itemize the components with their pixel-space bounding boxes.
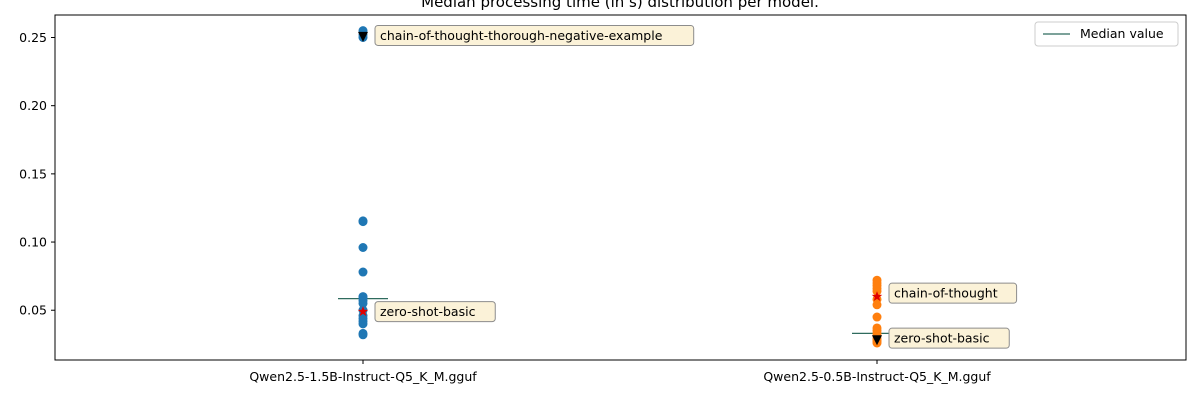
y-tick-label: 0.10 [19, 235, 47, 250]
annotation-label: chain-of-thought-thorough-negative-examp… [380, 28, 663, 43]
annotation-label: zero-shot-basic [380, 304, 476, 319]
annotation-label: chain-of-thought [894, 286, 998, 301]
annotation: chain-of-thought [888, 282, 1018, 304]
special-markers [357, 31, 883, 346]
x-tick-label: Qwen2.5-1.5B-Instruct-Q5_K_M.gguf [249, 369, 477, 384]
data-point [358, 319, 368, 329]
data-point [358, 243, 368, 252]
annotation-box [374, 24, 695, 46]
data-point [872, 300, 882, 310]
annotation: zero-shot-basic [374, 301, 496, 323]
y-tick-label: 0.15 [19, 166, 47, 181]
x-axis: Qwen2.5-1.5B-Instruct-Q5_K_M.gguf Qwen2.5… [249, 360, 991, 384]
legend-box [1034, 21, 1179, 47]
y-axis: 0.05 0.10 0.15 0.20 0.25 [19, 30, 55, 318]
data-point [358, 298, 368, 308]
data-point [358, 217, 368, 227]
worst-marker [872, 335, 882, 346]
annotation-box [888, 327, 1010, 349]
annotation-box [888, 282, 1018, 304]
data-point [358, 267, 368, 277]
y-tick-label: 0.25 [19, 30, 47, 45]
legend-median-label: Median value [1080, 26, 1164, 41]
annotations: chain-of-thought-thorough-negative-examp… [374, 24, 1018, 349]
worst-marker [358, 31, 368, 42]
annotation: chain-of-thought-thorough-negative-examp… [374, 24, 695, 46]
y-tick-label: 0.20 [19, 98, 47, 113]
plot-area [54, 14, 1187, 361]
x-tick-label: Qwen2.5-0.5B-Instruct-Q5_K_M.gguf [763, 369, 991, 384]
legend: Median value [1034, 21, 1179, 47]
annotation-label: zero-shot-basic [894, 331, 990, 346]
annotation: zero-shot-basic [888, 327, 1010, 349]
annotation-box [374, 301, 496, 323]
y-tick-label: 0.05 [19, 303, 47, 318]
best-marker [357, 306, 369, 317]
chart-title: Median processing time (in s) distributi… [421, 0, 819, 11]
data-point [358, 330, 368, 340]
data-point [872, 312, 882, 322]
best-marker [871, 291, 883, 302]
